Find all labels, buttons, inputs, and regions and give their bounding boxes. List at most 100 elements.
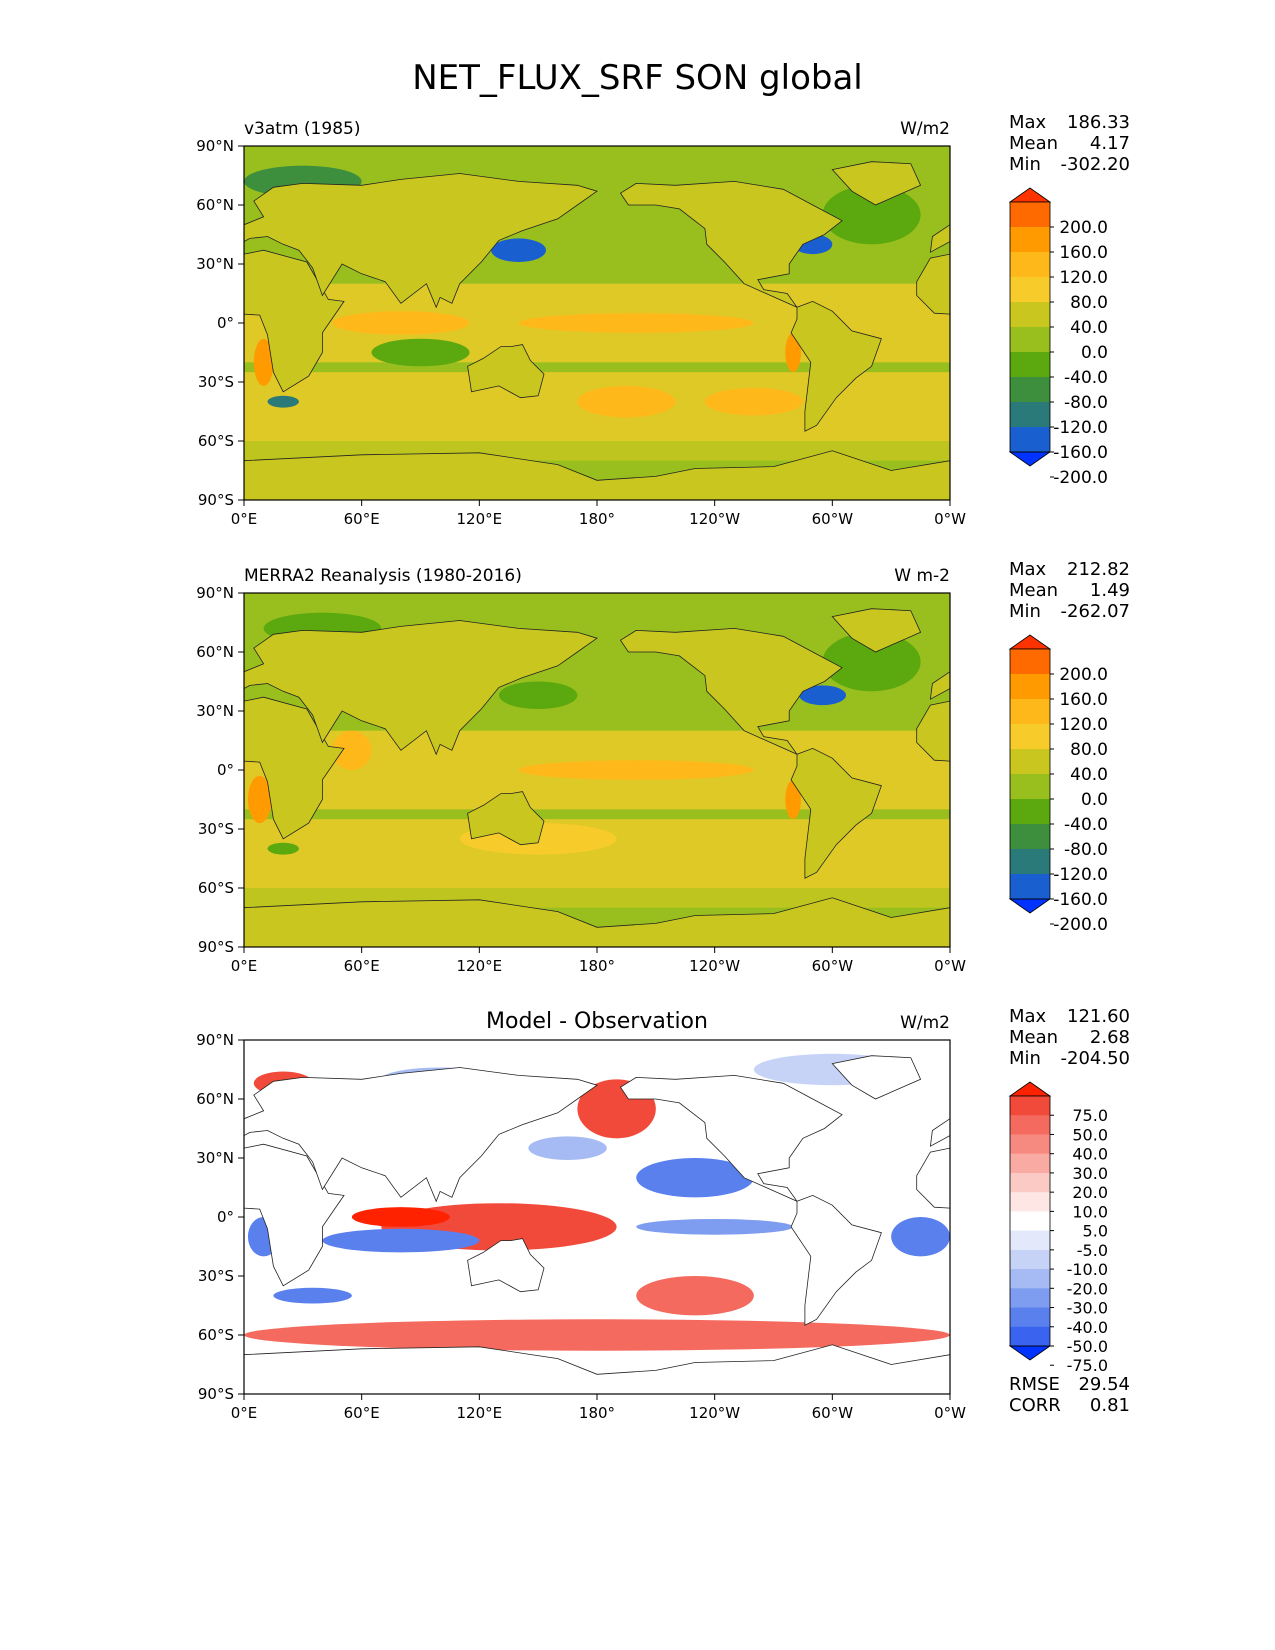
y-tick-label: 90°N xyxy=(196,584,234,602)
colorbar-label: -120.0 xyxy=(1053,865,1108,885)
anomaly-blob xyxy=(351,1207,450,1227)
colorbar-segment xyxy=(1010,1288,1050,1309)
colorbar-segment xyxy=(1010,824,1050,850)
colorbar-extend-min xyxy=(1008,898,1052,914)
colorbar-label: 160.0 xyxy=(1059,243,1108,263)
continent-africa-wrap xyxy=(916,700,950,762)
x-tick-label: 60°E xyxy=(344,1404,380,1422)
colorbar-label: 120.0 xyxy=(1059,715,1108,735)
anomaly-blob xyxy=(244,1319,950,1351)
stat-mean-label: Mean xyxy=(1009,580,1059,601)
anomaly-blob xyxy=(332,311,470,335)
y-tick-label: 30°N xyxy=(196,255,234,273)
colorbar-extend-max xyxy=(1008,1081,1052,1097)
x-tick-label: 120°E xyxy=(457,957,503,975)
colorbar-segment xyxy=(1010,1115,1050,1135)
y-tick-label: 60°N xyxy=(196,643,234,661)
colorbar-segment xyxy=(1010,799,1050,825)
continent-namerica xyxy=(619,180,843,309)
x-tick-label: 60°W xyxy=(812,510,854,528)
colorbar-label: 0.0 xyxy=(1081,343,1108,363)
anomaly-blob xyxy=(322,1228,480,1253)
y-tick-label: 30°N xyxy=(196,702,234,720)
continent-greenland xyxy=(831,1055,922,1100)
x-tick-label: 60°E xyxy=(344,957,380,975)
colorbar-label: 120.0 xyxy=(1059,268,1108,288)
continent-namerica xyxy=(619,627,843,756)
stat-min-value: -204.50 xyxy=(1060,1048,1130,1069)
colorbar-label: -160.0 xyxy=(1053,890,1108,910)
stat-max-value: 121.60 xyxy=(1067,1006,1130,1027)
anomaly-blob xyxy=(798,685,847,706)
y-tick-label: 30°S xyxy=(198,1267,234,1285)
colorbar-label: 30.0 xyxy=(1072,1164,1108,1183)
colorbar-extend-max xyxy=(1008,634,1052,650)
y-tick-label: 30°S xyxy=(198,373,234,391)
y-tick-label: 60°S xyxy=(198,1326,234,1344)
continent-africa-wrap xyxy=(916,1147,950,1209)
y-tick-label: 0° xyxy=(217,761,234,779)
panel-left-title: v3atm (1985) xyxy=(244,119,360,139)
colorbar-extend-max xyxy=(1008,187,1052,203)
x-tick-label: 120°E xyxy=(457,510,503,528)
continent-greenland xyxy=(831,608,922,653)
y-tick-label: 60°S xyxy=(198,432,234,450)
colorbar-segment xyxy=(1010,749,1050,775)
colorbar-segment xyxy=(1010,724,1050,750)
stat-mean-value: 1.49 xyxy=(1089,580,1130,601)
colorbar-label: 80.0 xyxy=(1070,740,1108,760)
colorbar-extend-min xyxy=(1008,451,1052,467)
colorbar-label: -160.0 xyxy=(1053,443,1108,463)
map-area xyxy=(244,593,950,947)
colorbar-segment xyxy=(1010,1326,1050,1347)
colorbar-label: -40.0 xyxy=(1067,1318,1108,1337)
stat-min-value: -262.07 xyxy=(1060,601,1130,622)
continent-australia xyxy=(467,791,545,846)
colorbar-segment xyxy=(1010,649,1050,675)
panel-observation: MERRA2 Reanalysis (1980-2016) W m-2 0°E 6… xyxy=(196,566,1108,975)
colorbar-label: -200.0 xyxy=(1053,468,1108,488)
anomaly-blob xyxy=(577,385,676,418)
stat-max-label: Max xyxy=(1009,1006,1047,1027)
x-tick-label: 180° xyxy=(579,1404,615,1422)
colorbar-segment xyxy=(1010,402,1050,428)
colorbar-segment xyxy=(1010,1153,1050,1174)
x-tick-label: 180° xyxy=(579,510,615,528)
colorbar-segment xyxy=(1010,302,1050,328)
colorbar-label: 200.0 xyxy=(1059,665,1108,685)
x-tick-label: 60°E xyxy=(344,510,380,528)
anomaly-blob xyxy=(785,332,801,373)
colorbar-label: -40.0 xyxy=(1064,815,1108,835)
colorbar: 200.0 160.0 120.0 80.0 40.0 0.0 -40.0 -80.0 -120… xyxy=(1008,187,1108,488)
anomaly-blob xyxy=(704,387,803,416)
anomaly-blob xyxy=(498,681,578,710)
axes: 0°E 60°E 120°E 180° 120°W 60°W 0°W 90°N 60°N 30°N… xyxy=(196,137,966,528)
continent-eurasia xyxy=(244,1067,598,1203)
colorbar-label: 160.0 xyxy=(1059,690,1108,710)
continent-australia xyxy=(467,1238,545,1293)
stat-corr-value: 0.81 xyxy=(1089,1395,1130,1416)
colorbar-label: -20.0 xyxy=(1067,1279,1108,1298)
anomaly-blob xyxy=(332,730,372,770)
colorbar-label: -30.0 xyxy=(1067,1299,1108,1318)
anomaly-blob xyxy=(518,760,754,780)
colorbar-segment xyxy=(1010,352,1050,378)
anomaly-blob xyxy=(267,842,299,855)
colorbar-label: 40.0 xyxy=(1072,1145,1108,1164)
colorbar-segment xyxy=(1010,1249,1050,1270)
stat-rmse-label: RMSE xyxy=(1009,1374,1060,1395)
colorbar-label: 80.0 xyxy=(1070,293,1108,313)
y-tick-label: 60°N xyxy=(196,1090,234,1108)
colorbar-label: 20.0 xyxy=(1072,1183,1108,1202)
colorbar-label: -40.0 xyxy=(1064,368,1108,388)
continent-eurasia-wrap xyxy=(929,1118,950,1147)
colorbar-label: 10.0 xyxy=(1072,1202,1108,1221)
colorbar-segment xyxy=(1010,674,1050,700)
anomaly-blob xyxy=(636,1276,754,1316)
colorbar-label: -200.0 xyxy=(1053,915,1108,935)
colorbar-label: -50.0 xyxy=(1067,1337,1108,1356)
colorbar-segment xyxy=(1010,377,1050,403)
continent-samerica xyxy=(790,300,882,432)
colorbar-label: 5.0 xyxy=(1083,1222,1108,1241)
colorbar-segment xyxy=(1010,1192,1050,1212)
